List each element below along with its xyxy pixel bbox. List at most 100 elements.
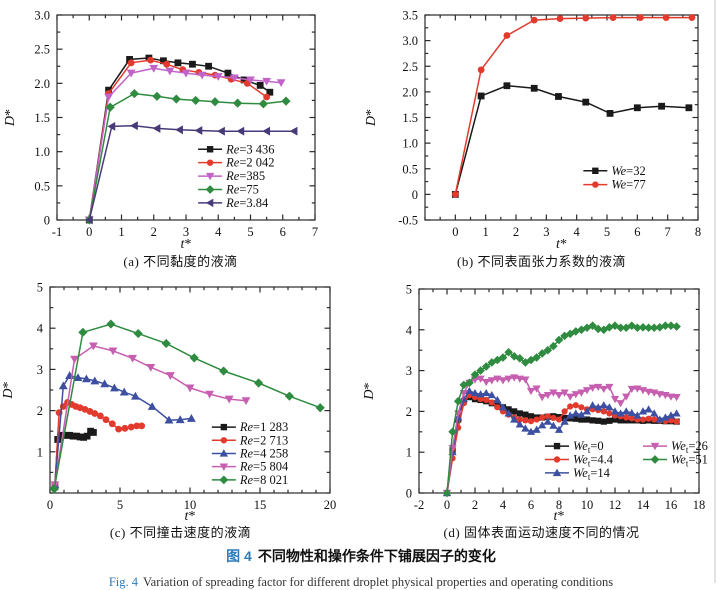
svg-text:Re=2 713: Re=2 713 <box>239 433 288 447</box>
svg-text:10: 10 <box>184 498 197 512</box>
tick-labels: 0 1 2 3 4 5 6 7 8 -0.5 0 0.5 1.0 1.5 2.0 2.5 3.0 3.5 t* D* <box>364 9 701 253</box>
figure-title-en: Variation of spreading factor for differ… <box>143 575 614 589</box>
svg-text:0: 0 <box>452 225 458 239</box>
series-1 <box>443 391 680 497</box>
svg-text:1.0: 1.0 <box>34 145 50 159</box>
svg-text:Re=3.84: Re=3.84 <box>225 196 269 210</box>
svg-text:0.5: 0.5 <box>402 162 418 176</box>
svg-text:5: 5 <box>247 225 253 239</box>
svg-text:Re=385: Re=385 <box>225 169 265 183</box>
svg-text:t*: t* <box>181 237 192 252</box>
svg-text:t*: t* <box>554 509 565 523</box>
svg-text:Re=8 021: Re=8 021 <box>239 473 288 487</box>
svg-text:16: 16 <box>665 498 678 512</box>
svg-text:6: 6 <box>528 498 534 512</box>
svg-text:We=32: We=32 <box>611 164 645 178</box>
svg-text:Re=5 804: Re=5 804 <box>239 460 289 474</box>
svg-text:20: 20 <box>324 498 337 512</box>
svg-text:-0.5: -0.5 <box>398 214 418 228</box>
figure-title-cn: 不同物性和操作条件下铺展因子的变化 <box>257 548 496 564</box>
chart-b: 0 1 2 3 4 5 6 7 8 -0.5 0 0.5 1.0 1.5 2.0 2.5 3.0 3.5 t* D* W… <box>364 9 701 253</box>
figure-number-cn: 图 4 <box>226 548 252 564</box>
svg-text:2.0: 2.0 <box>34 77 50 91</box>
svg-text:8: 8 <box>695 225 701 239</box>
svg-text:12: 12 <box>609 498 622 512</box>
svg-text:2: 2 <box>151 225 157 239</box>
svg-text:1: 1 <box>483 225 489 239</box>
figure-number-en: Fig. 4 <box>108 575 139 589</box>
series-1 <box>451 14 696 198</box>
axes <box>418 288 700 494</box>
svg-text:0.5: 0.5 <box>34 179 50 193</box>
svg-text:Re=75: Re=75 <box>225 182 259 196</box>
svg-text:4: 4 <box>37 322 44 336</box>
svg-text:6: 6 <box>634 225 640 239</box>
svg-text:0: 0 <box>444 498 450 512</box>
svg-text:Re=4 258: Re=4 258 <box>239 446 288 460</box>
svg-text:4: 4 <box>574 225 581 239</box>
svg-text:7: 7 <box>312 225 318 239</box>
svg-text:We=77: We=77 <box>611 178 645 192</box>
svg-text:Re=1 283: Re=1 283 <box>239 420 288 434</box>
series-2 <box>442 386 681 497</box>
svg-text:3: 3 <box>543 225 549 239</box>
chart-d: -2 0 2 4 6 8 10 12 14 16 18012345t*D*Wet=0Wet=4.4W… <box>362 283 708 524</box>
svg-text:3.0: 3.0 <box>34 9 50 23</box>
svg-text:D*: D* <box>364 109 379 127</box>
panel-c: 0 5 10 15 20 1 2 3 4 5 t* D* Re=1 283 Re=2 713 Re=4 25… <box>0 281 361 542</box>
panel-b: 0 1 2 3 4 5 6 7 8 -0.5 0 0.5 1.0 1.5 2.0 2.5 3.0 3.5 t* D* W… <box>361 0 722 271</box>
svg-text:D*: D* <box>1 381 16 399</box>
svg-text:0: 0 <box>412 188 418 202</box>
svg-text:2.5: 2.5 <box>34 43 50 57</box>
svg-text:2: 2 <box>472 498 478 512</box>
svg-text:0: 0 <box>47 498 53 512</box>
svg-text:8: 8 <box>556 498 562 512</box>
svg-text:2: 2 <box>406 405 412 419</box>
svg-text:Wet=51: Wet=51 <box>671 452 708 468</box>
svg-text:Wet=4.4: Wet=4.4 <box>573 452 614 468</box>
panel-a: -1 0 1 2 3 4 5 6 7 0 0.5 1.0 1.5 2.0 2.5 3.0 t* D* Re=3 43… <box>0 0 361 271</box>
scan-edge-line <box>714 0 716 583</box>
svg-text:5: 5 <box>37 281 43 295</box>
svg-text:D*: D* <box>362 382 377 400</box>
axes <box>49 286 331 494</box>
svg-text:t*: t* <box>556 237 567 252</box>
series-4 <box>84 121 298 225</box>
series-4 <box>442 321 681 498</box>
figure-grid: -1 0 1 2 3 4 5 6 7 0 0.5 1.0 1.5 2.0 2.5 3.0 t* D* Re=3 43… <box>0 0 722 542</box>
svg-text:18: 18 <box>693 498 706 512</box>
series-3 <box>50 342 251 490</box>
svg-text:10: 10 <box>581 498 594 512</box>
svg-text:15: 15 <box>254 498 267 512</box>
svg-text:Re=2 042: Re=2 042 <box>225 156 274 170</box>
svg-text:1.5: 1.5 <box>34 111 50 125</box>
svg-text:14: 14 <box>637 498 650 512</box>
svg-text:Wet=26: Wet=26 <box>671 439 708 455</box>
figure-caption-cn: 图 4 不同物性和操作条件下铺展因子的变化 <box>0 547 722 565</box>
svg-text:0: 0 <box>86 225 92 239</box>
series-3 <box>442 374 681 498</box>
chart-a: -1 0 1 2 3 4 5 6 700.51.01.52.02.53.0t*D*Re=3 43… <box>3 9 318 253</box>
panel-d: -2 0 2 4 6 8 10 12 14 16 18 0 1 2 3 4 5 t* D* Wet=0 Wet=4.4 W… <box>361 281 722 542</box>
svg-text:4: 4 <box>500 498 507 512</box>
svg-text:1: 1 <box>118 225 124 239</box>
svg-text:5: 5 <box>406 283 412 297</box>
tick-labels: -1 0 1 2 3 4 5 6 700.51.01.52.02.53.0t*D* <box>3 9 318 253</box>
svg-text:1.5: 1.5 <box>402 111 418 125</box>
axes <box>56 14 316 221</box>
svg-text:6: 6 <box>280 225 286 239</box>
svg-text:4: 4 <box>215 225 222 239</box>
svg-text:0: 0 <box>406 487 412 501</box>
svg-text:4: 4 <box>406 323 413 337</box>
panel-d-caption: (d) 固体表面运动速度不同的情况 <box>443 525 640 540</box>
svg-text:Wet=0: Wet=0 <box>573 439 604 455</box>
svg-text:1: 1 <box>37 445 43 459</box>
svg-text:3.5: 3.5 <box>402 9 418 23</box>
svg-text:2: 2 <box>37 404 43 418</box>
series-0 <box>451 82 693 198</box>
